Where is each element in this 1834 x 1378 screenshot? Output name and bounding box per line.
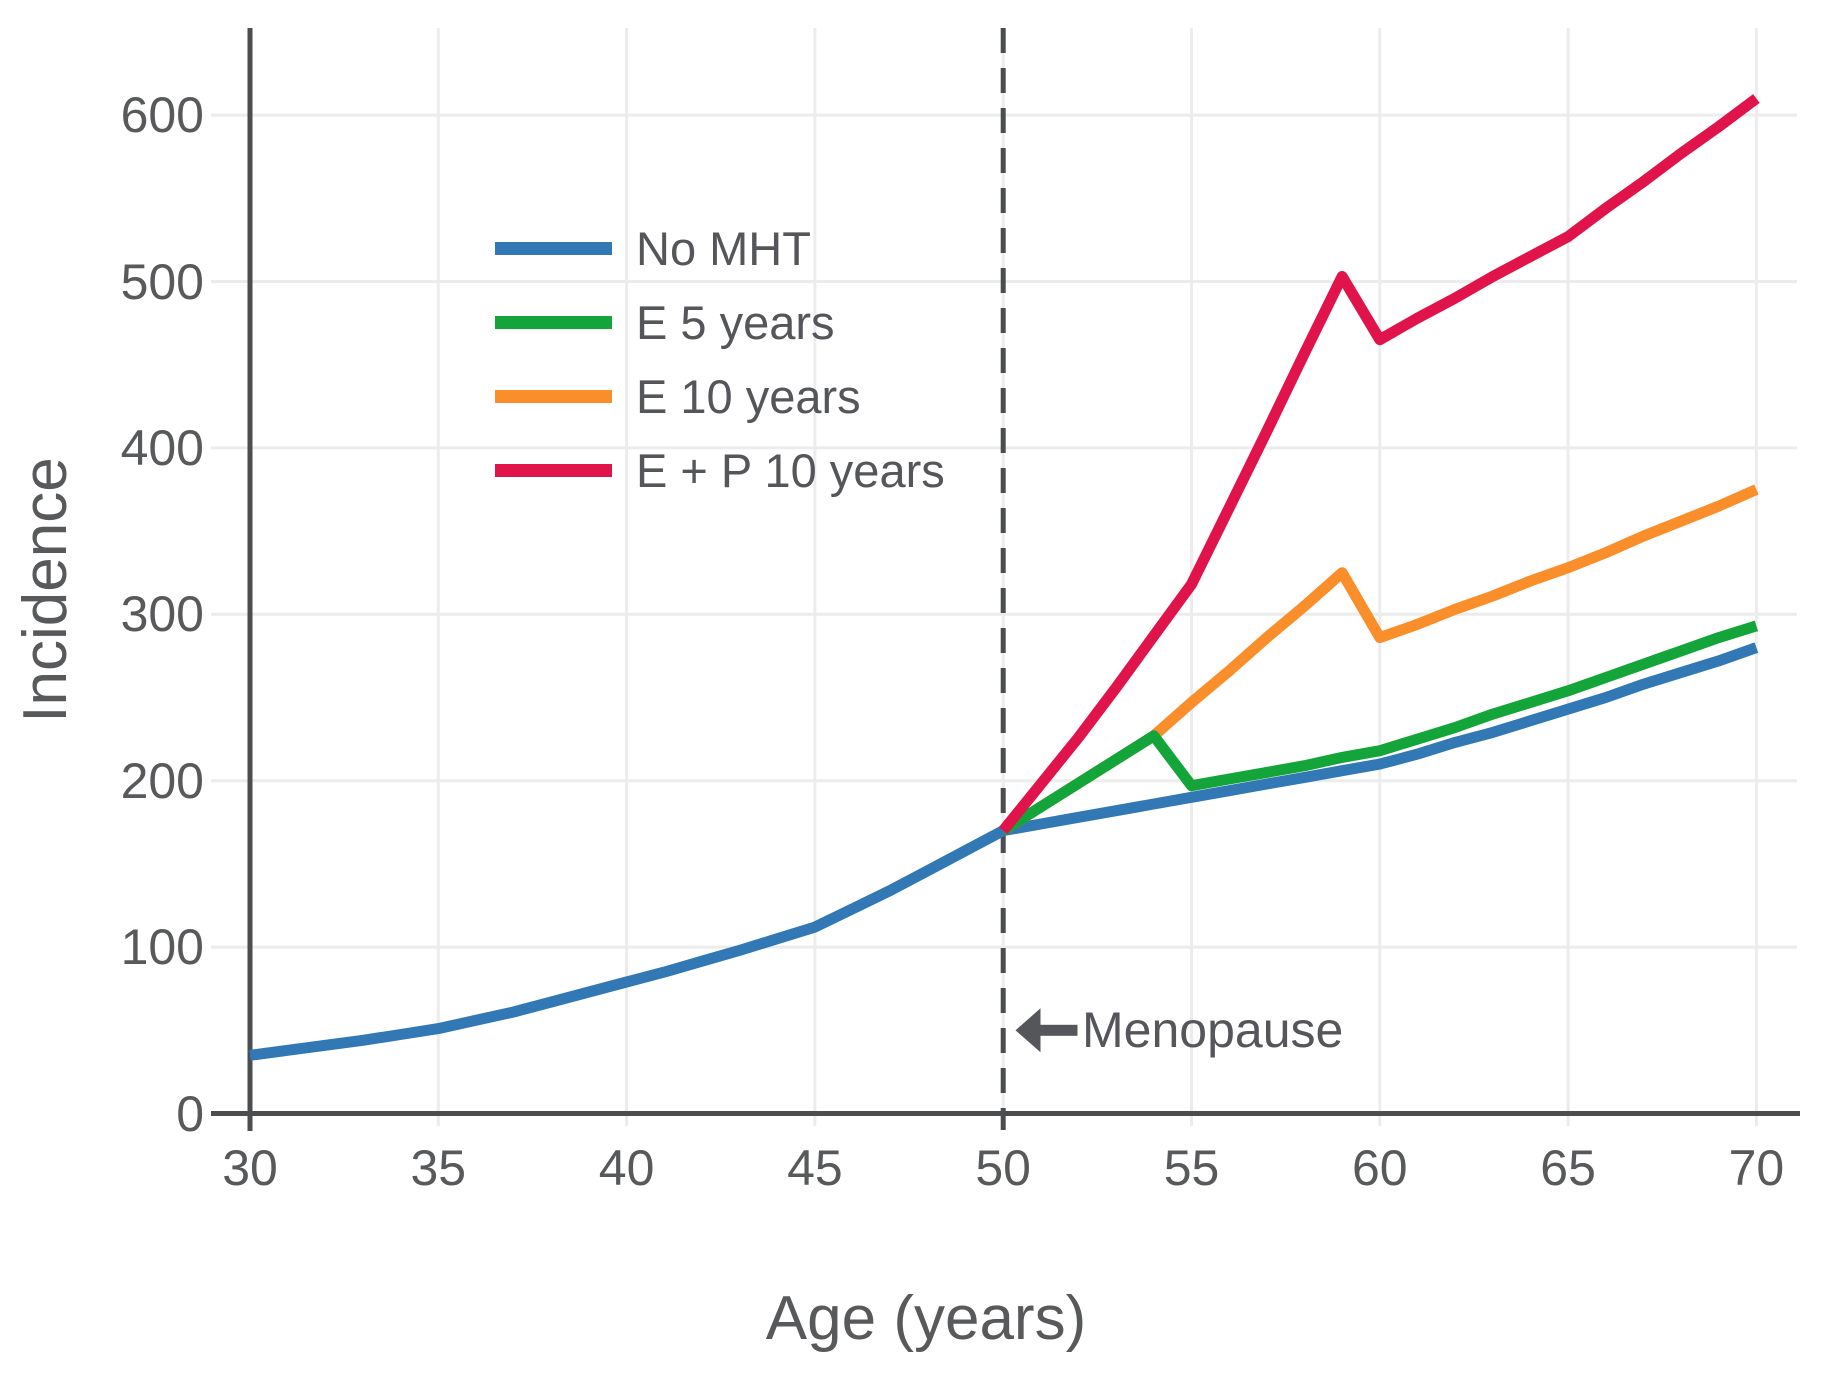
- legend-swatch-icon: [495, 389, 612, 403]
- legend-swatch-icon: [495, 463, 612, 477]
- legend-label: E 10 years: [636, 369, 861, 423]
- legend-item: No MHT: [495, 211, 945, 285]
- x-tick-label: 40: [598, 1140, 655, 1196]
- x-tick-label: 50: [975, 1140, 1031, 1196]
- legend-label: E + P 10 years: [636, 443, 945, 497]
- y-tick-label: 400: [120, 419, 204, 476]
- menopause-arrow-head-icon: [1015, 1008, 1041, 1053]
- menopause-annotation-label: Menopause: [1082, 1002, 1344, 1058]
- x-tick-label: 65: [1540, 1140, 1596, 1196]
- series-line-e-10-years: [1000, 484, 1759, 836]
- y-tick-label: 200: [120, 752, 204, 809]
- legend-item: E + P 10 years: [495, 433, 945, 507]
- legend-item: E 5 years: [495, 285, 945, 359]
- y-tick-label: 500: [120, 253, 204, 310]
- x-tick-label: 35: [410, 1140, 467, 1196]
- legend-label: No MHT: [636, 221, 811, 275]
- x-tick-label: 70: [1728, 1140, 1785, 1196]
- series-line-e-5-years: [1000, 620, 1759, 836]
- legend-swatch-icon: [495, 315, 612, 329]
- y-tick-label: 0: [176, 1085, 204, 1142]
- x-tick-label: 30: [222, 1140, 278, 1196]
- y-tick-label: 600: [120, 87, 204, 144]
- legend: No MHT E 5 years E 10 years E + P 10 years: [495, 211, 945, 507]
- legend-swatch-icon: [495, 241, 612, 255]
- x-tick-label: 60: [1351, 1140, 1408, 1196]
- x-axis-title: Age (years): [765, 1284, 1087, 1353]
- legend-item: E 10 years: [495, 359, 945, 433]
- x-tick-label: 55: [1163, 1140, 1220, 1196]
- menopause-arrow-shaft-icon: [1035, 1024, 1078, 1036]
- y-tick-label: 100: [120, 919, 204, 976]
- series-line-e-p-10-years: [998, 94, 1760, 835]
- x-tick-label: 45: [787, 1140, 843, 1196]
- legend-label: E 5 years: [636, 295, 835, 349]
- y-tick-label: 300: [120, 586, 204, 643]
